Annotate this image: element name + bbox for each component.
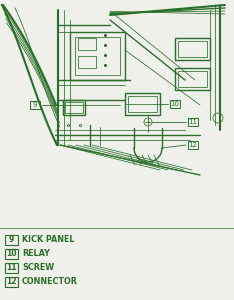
Text: 12: 12 bbox=[189, 142, 197, 148]
Bar bbox=[5, 249, 18, 259]
Bar bbox=[70, 32, 125, 80]
Text: CONNECTOR: CONNECTOR bbox=[22, 278, 78, 286]
Bar bbox=[125, 93, 160, 115]
Bar bbox=[188, 118, 198, 126]
Text: RELAY: RELAY bbox=[22, 250, 50, 259]
Bar bbox=[175, 38, 210, 60]
Text: 11: 11 bbox=[189, 119, 197, 125]
Bar bbox=[175, 68, 210, 90]
Bar bbox=[30, 101, 40, 109]
Bar bbox=[178, 71, 207, 87]
Text: 11: 11 bbox=[6, 263, 17, 272]
Text: KICK PANEL: KICK PANEL bbox=[22, 236, 74, 244]
Bar bbox=[170, 100, 180, 108]
Text: 10: 10 bbox=[6, 250, 17, 259]
Bar bbox=[5, 277, 18, 287]
Bar bbox=[63, 100, 85, 115]
Text: SCREW: SCREW bbox=[22, 263, 54, 272]
Text: 9: 9 bbox=[33, 102, 37, 108]
Bar bbox=[5, 235, 18, 245]
Bar bbox=[78, 38, 96, 50]
Bar bbox=[128, 96, 157, 112]
Bar bbox=[178, 41, 207, 57]
Bar bbox=[65, 102, 83, 113]
Text: 9: 9 bbox=[9, 236, 14, 244]
Bar bbox=[75, 37, 120, 75]
Text: 12: 12 bbox=[6, 278, 17, 286]
Bar bbox=[188, 141, 198, 149]
Text: 10: 10 bbox=[171, 101, 179, 107]
Bar bbox=[78, 56, 96, 68]
Bar bbox=[5, 263, 18, 273]
